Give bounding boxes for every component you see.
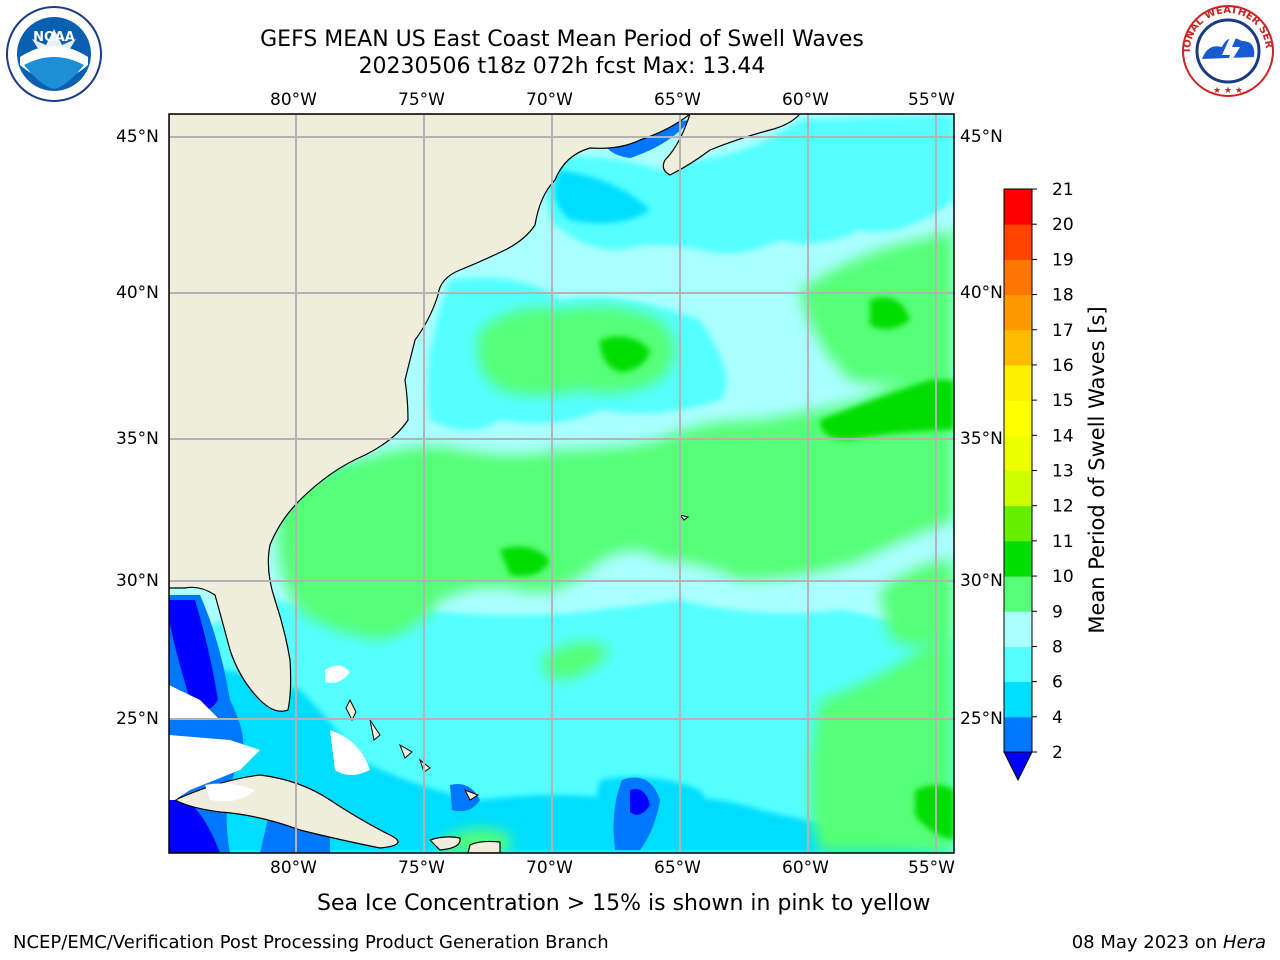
colorbar-segment <box>1004 576 1032 612</box>
colorbar-segment <box>1004 329 1032 366</box>
colorbar-tick-label: 14 <box>1052 426 1074 446</box>
lat-tick-right: 30°N <box>960 571 1003 591</box>
colorbar-segment <box>1004 646 1032 683</box>
lat-tick-left: 25°N <box>116 709 159 729</box>
colorbar-segment <box>1004 470 1032 507</box>
svg-text:★ ★ ★: ★ ★ ★ <box>1213 86 1243 96</box>
sea-ice-caption: Sea Ice Concentration > 15% is shown in … <box>317 891 931 916</box>
colorbar-tick-label: 16 <box>1052 356 1074 376</box>
colorbar-segment <box>1004 435 1032 471</box>
lat-tick-right: 35°N <box>960 429 1003 449</box>
lon-tick-bottom: 55°W <box>908 858 955 878</box>
lon-tick-top: 60°W <box>782 90 829 110</box>
map-frame <box>168 113 955 854</box>
colorbar-tick-label: 11 <box>1052 532 1074 552</box>
colorbar-tick-label: 12 <box>1052 497 1074 517</box>
colorbar-tick-label: 4 <box>1052 708 1063 728</box>
national-weather-service-logo: NATIONAL WEATHER SERVICE ★ ★ ★ <box>1178 3 1278 99</box>
colorbar-tick-label: 18 <box>1052 286 1074 306</box>
lat-tick-left: 40°N <box>116 283 159 303</box>
colorbar-segment <box>1004 259 1032 296</box>
lon-tick-bottom: 60°W <box>782 858 829 878</box>
chart-title: GEFS MEAN US East Coast Mean Period of S… <box>260 27 864 52</box>
lon-tick-bottom: 70°W <box>526 858 573 878</box>
colorbar-tick-label: 13 <box>1052 462 1074 482</box>
graticule <box>169 114 954 853</box>
colorbar-tick-label: 10 <box>1052 567 1074 587</box>
svg-text:NOAA: NOAA <box>33 30 75 45</box>
lat-tick-left: 30°N <box>116 571 159 591</box>
lat-tick-right: 40°N <box>960 283 1003 303</box>
colorbar-tick-label: 17 <box>1052 321 1074 341</box>
lon-tick-bottom: 80°W <box>270 858 317 878</box>
colorbar-tick-label: 15 <box>1052 391 1074 411</box>
lat-tick-left: 45°N <box>116 127 159 147</box>
colorbar-tick-label: 20 <box>1052 215 1074 235</box>
lon-tick-bottom: 65°W <box>654 858 701 878</box>
colorbar-tick-label: 21 <box>1052 180 1074 200</box>
swell-6-8s-regions <box>169 115 954 853</box>
colorbar-segment <box>1004 294 1032 331</box>
colorbar-tick-label: 8 <box>1052 637 1063 657</box>
colorbar-segment <box>1004 611 1032 647</box>
lat-tick-right: 45°N <box>960 127 1003 147</box>
swell-10-11s-regions <box>500 297 954 840</box>
colorbar-tick-label: 9 <box>1052 602 1063 622</box>
lat-tick-right: 25°N <box>960 709 1003 729</box>
footer-machine: Hera <box>1222 932 1266 953</box>
footer-date: 08 May 2023 on Hera <box>1072 932 1266 953</box>
colorbar-label: Mean Period of Swell Waves [s] <box>1085 306 1109 634</box>
lat-tick-left: 35°N <box>116 429 159 449</box>
footer-date-text: 08 May 2023 on <box>1071 932 1223 953</box>
noaa-logo: NOAA <box>2 5 106 103</box>
colorbar-segment <box>1004 189 1032 225</box>
lon-tick-top: 75°W <box>398 90 445 110</box>
lon-tick-top: 65°W <box>654 90 701 110</box>
footer-credit: NCEP/EMC/Verification Post Processing Pr… <box>13 932 609 953</box>
colorbar-segment <box>1004 716 1032 753</box>
chart-subtitle: 20230506 t18z 072h fcst Max: 13.44 <box>358 54 766 79</box>
lon-tick-top: 80°W <box>270 90 317 110</box>
colorbar-tick-label: 19 <box>1052 250 1074 270</box>
no-data-regions <box>169 665 370 802</box>
colorbar-extend-low <box>1003 751 1033 782</box>
lon-tick-bottom: 75°W <box>398 858 445 878</box>
lon-tick-top: 70°W <box>526 90 573 110</box>
colorbar-tick-label: 6 <box>1052 673 1063 693</box>
colorbar-segment <box>1004 400 1032 436</box>
colorbar-segment <box>1004 681 1032 718</box>
swell-below-2s-regions <box>169 600 650 853</box>
colorbar-segment <box>1004 224 1032 260</box>
colorbar-segment <box>1004 505 1032 542</box>
lon-tick-top: 55°W <box>908 90 955 110</box>
colorbar-segment <box>1004 540 1032 577</box>
colorbar: 2 4 6 8 9 10 11 12 13 14 15 16 17 18 19 20 21 <box>1003 180 1074 782</box>
colorbar-tick-label: 2 <box>1052 743 1063 763</box>
colorbar-segment <box>1004 364 1032 401</box>
